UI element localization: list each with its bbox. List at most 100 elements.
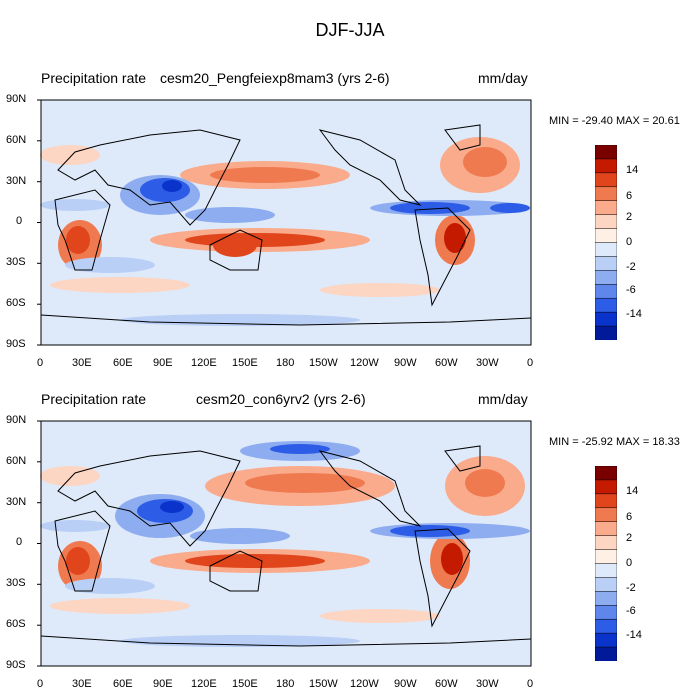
colorbar-label: 0 <box>626 236 633 248</box>
lat-label: 30N <box>6 175 27 187</box>
lat-label: 30N <box>6 496 27 508</box>
lon-label: 30W <box>476 357 499 369</box>
colorbar-cell <box>595 507 617 523</box>
colorbar-cell <box>595 466 617 481</box>
lon-label: 90W <box>394 357 417 369</box>
colorbar-cell <box>595 284 617 299</box>
panel2-units: mm/day <box>478 391 528 407</box>
colorbar-cell <box>595 493 617 509</box>
colorbar-cell <box>595 535 617 551</box>
colorbar-cell <box>595 591 617 606</box>
panel1-units: mm/day <box>478 70 528 86</box>
lat-label: 60N <box>6 455 27 467</box>
axis-ticks <box>37 99 41 346</box>
colorbar-label: 6 <box>626 190 633 202</box>
lon-label: 150E <box>232 678 258 690</box>
lat-label: 60S <box>6 297 26 309</box>
lon-label: 60W <box>435 357 458 369</box>
panel1-left-title: Precipitation rate <box>41 70 147 86</box>
colorbar-label: 6 <box>626 511 633 523</box>
colorbar-label: -6 <box>626 284 636 296</box>
lon-label: 60E <box>113 678 133 690</box>
colorbar-cell <box>595 228 617 244</box>
lat-label: 30S <box>6 256 26 268</box>
coastlines <box>40 124 532 326</box>
lon-label: 30E <box>72 678 92 690</box>
lat-label: 30S <box>6 577 26 589</box>
colorbar-cell <box>595 158 617 174</box>
lon-label: 30W <box>476 678 499 690</box>
colorbar-label: 0 <box>626 557 633 569</box>
coastlines <box>40 445 532 647</box>
lat-label: 90S <box>6 659 26 671</box>
panel2-min-max: MIN = -25.92 MAX = 18.33 <box>549 436 680 448</box>
lon-label: 90W <box>394 678 417 690</box>
colorbar-label: -14 <box>626 308 642 320</box>
lon-label: 180 <box>276 678 295 690</box>
colorbar-cell <box>595 186 617 202</box>
panel2-center-title: cesm20_con6yrv2 (yrs 2-6) <box>196 391 366 407</box>
lat-label: 90N <box>6 93 27 105</box>
colorbar-cell <box>595 563 617 578</box>
colorbar-label: -2 <box>626 582 636 594</box>
figure-title: DJF-JJA <box>315 20 385 40</box>
colorbar-label: -14 <box>626 629 642 641</box>
axis-ticks <box>37 420 41 667</box>
panel1-colorbar <box>595 145 617 340</box>
lon-label: 60W <box>435 678 458 690</box>
colorbar-cell <box>595 577 617 592</box>
lon-label: 0 <box>527 357 534 369</box>
colorbar-cell <box>595 521 617 537</box>
colorbar-cell <box>595 618 617 634</box>
colorbar-cell <box>595 297 617 313</box>
colorbar-cell <box>595 145 617 160</box>
panel2-colorbar <box>595 466 617 661</box>
lon-label: 120W <box>350 357 379 369</box>
colorbar-cell <box>595 549 617 565</box>
colorbar-label: 2 <box>626 211 633 223</box>
lon-label: 150W <box>309 357 338 369</box>
panel1-min-max: MIN = -29.40 MAX = 20.61 <box>549 115 680 127</box>
lat-label: 90N <box>6 414 27 426</box>
lat-label: 0 <box>16 215 23 227</box>
lon-label: 90E <box>153 357 173 369</box>
lon-label: 0 <box>527 678 534 690</box>
colorbar-cell <box>595 200 617 216</box>
colorbar-label: -6 <box>626 605 636 617</box>
lat-label: 60N <box>6 134 27 146</box>
lat-label: 60S <box>6 618 26 630</box>
colorbar-cell <box>595 270 617 285</box>
lon-label: 90E <box>153 678 173 690</box>
panel1-map <box>37 99 532 346</box>
colorbar-label: -2 <box>626 261 636 273</box>
colorbar-cell <box>595 172 617 188</box>
lon-label: 0 <box>37 357 44 369</box>
colorbar-cell <box>595 325 617 340</box>
negative-anomalies <box>40 175 530 326</box>
lon-label: 120W <box>350 678 379 690</box>
lon-label: 30E <box>72 357 92 369</box>
positive-anomalies <box>40 456 525 623</box>
panel1-center-title: cesm20_Pengfeiexp8mam3 (yrs 2-6) <box>160 70 390 86</box>
lon-label: 60E <box>113 357 133 369</box>
panel2-map <box>37 420 532 667</box>
colorbar-cell <box>595 632 617 648</box>
lat-label: 0 <box>16 536 23 548</box>
panel2-left-title: Precipitation rate <box>41 391 147 407</box>
lon-label: 120E <box>191 357 217 369</box>
lon-label: 180 <box>276 357 295 369</box>
colorbar-cell <box>595 311 617 327</box>
colorbar-cell <box>595 256 617 271</box>
colorbar-cell <box>595 242 617 257</box>
lat-label: 90S <box>6 338 26 350</box>
lon-label: 0 <box>37 678 44 690</box>
colorbar-label: 14 <box>626 164 639 176</box>
colorbar-cell <box>595 605 617 620</box>
colorbar-label: 2 <box>626 532 633 544</box>
positive-anomalies <box>40 137 520 297</box>
colorbar-cell <box>595 646 617 661</box>
colorbar-cell <box>595 214 617 230</box>
lon-label: 150E <box>232 357 258 369</box>
colorbar-label: 14 <box>626 485 639 497</box>
colorbar-cell <box>595 479 617 495</box>
